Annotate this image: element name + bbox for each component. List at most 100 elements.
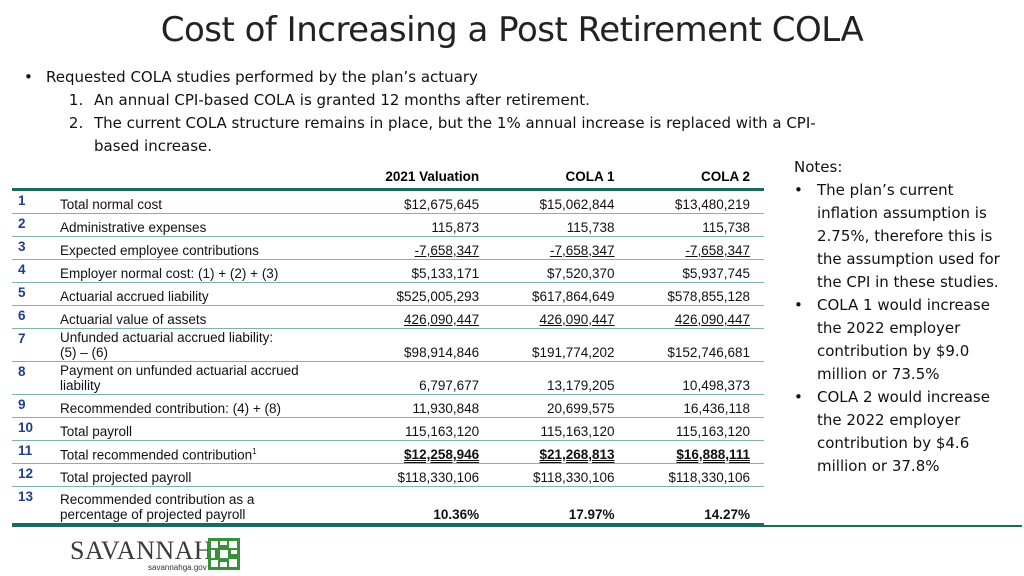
value-2021: 115,873 bbox=[342, 213, 494, 237]
notes-section: Notes: The plan’s current inflation assu… bbox=[794, 156, 1019, 478]
footnote-marker: 1 bbox=[252, 446, 257, 456]
row-number: 9 bbox=[12, 394, 48, 418]
row-label: Total recommended contribution1 bbox=[48, 440, 342, 464]
row-label: Actuarial value of assets bbox=[48, 305, 342, 329]
table-row: 6 Actuarial value of assets 426,090,447 … bbox=[12, 305, 764, 329]
table-row: 9 Recommended contribution: (4) + (8) 11… bbox=[12, 394, 764, 418]
value-cola-2: -7,658,347 bbox=[685, 243, 750, 258]
value-2021: 426,090,447 bbox=[404, 312, 480, 327]
row-label: Total payroll bbox=[48, 417, 342, 441]
header-num bbox=[12, 160, 48, 191]
value-cola-1: $21,268,813 bbox=[539, 447, 615, 462]
row-label: Employer normal cost: (1) + (2) + (3) bbox=[48, 259, 342, 283]
value-2021: 115,163,120 bbox=[342, 417, 494, 441]
row-label: Payment on unfunded actuarial accrued lia… bbox=[48, 361, 342, 395]
intro-list: An annual CPI-based COLA is granted 12 m… bbox=[24, 89, 844, 158]
row-label-line-2: liability bbox=[60, 378, 101, 393]
row-number: 12 bbox=[12, 463, 48, 487]
value-cola-1: 115,163,120 bbox=[493, 417, 629, 441]
intro-section: Requested COLA studies performed by the … bbox=[24, 66, 844, 158]
value-2021: $98,914,846 bbox=[342, 328, 494, 362]
value-2021: $118,330,106 bbox=[342, 463, 494, 487]
value-cola-2: $5,937,745 bbox=[628, 259, 764, 283]
intro-bullet: Requested COLA studies performed by the … bbox=[24, 66, 844, 89]
row-number: 6 bbox=[12, 305, 48, 329]
row-number: 7 bbox=[12, 328, 48, 362]
value-cola-2: 16,436,118 bbox=[628, 394, 764, 418]
row-number: 3 bbox=[12, 236, 48, 260]
note-item-2: COLA 1 would increase the 2022 employer … bbox=[794, 294, 1019, 386]
header-desc bbox=[48, 160, 342, 191]
table-row: 8 Payment on unfunded actuarial accrued l… bbox=[12, 361, 764, 395]
row-number: 13 bbox=[12, 486, 48, 525]
row-number: 1 bbox=[12, 189, 48, 214]
cost-table-container: 2021 Valuation COLA 1 COLA 2 1 Total nor… bbox=[12, 160, 764, 525]
row-number: 11 bbox=[12, 440, 48, 464]
row-number: 10 bbox=[12, 417, 48, 441]
row-label-line-2: percentage of projected payroll bbox=[60, 507, 246, 522]
footer-divider bbox=[12, 525, 1022, 527]
header-2021-valuation: 2021 Valuation bbox=[342, 160, 494, 191]
notes-heading: Notes: bbox=[794, 158, 843, 176]
value-2021: 6,797,677 bbox=[342, 361, 494, 395]
note-item-3: COLA 2 would increase the 2022 employer … bbox=[794, 386, 1019, 478]
value-cola-1: 20,699,575 bbox=[493, 394, 629, 418]
row-label: Expected employee contributions bbox=[48, 236, 342, 260]
value-cola-1: $118,330,106 bbox=[493, 463, 629, 487]
row-number: 8 bbox=[12, 361, 48, 395]
value-cola-1: $7,520,370 bbox=[493, 259, 629, 283]
logo-website: savannahga.gov bbox=[148, 563, 207, 572]
table-row: 12 Total projected payroll $118,330,106 … bbox=[12, 463, 764, 487]
value-cola-2: 14.27% bbox=[628, 486, 764, 525]
table-row: 11 Total recommended contribution1 $12,2… bbox=[12, 440, 764, 464]
row-label-line-1: Payment on unfunded actuarial accrued bbox=[60, 363, 299, 378]
table-row: 10 Total payroll 115,163,120 115,163,120… bbox=[12, 417, 764, 441]
value-2021: 10.36% bbox=[342, 486, 494, 525]
table-row: 1 Total normal cost $12,675,645 $15,062,… bbox=[12, 189, 764, 214]
logo-wordmark: SAVANNAH bbox=[70, 536, 214, 565]
savannah-logo: SAVANNAH savannahga.gov bbox=[70, 536, 250, 572]
value-cola-2: $118,330,106 bbox=[628, 463, 764, 487]
row-label: Recommended contribution: (4) + (8) bbox=[48, 394, 342, 418]
value-cola-1: $617,864,649 bbox=[493, 282, 629, 306]
cost-table: 2021 Valuation COLA 1 COLA 2 1 Total nor… bbox=[12, 160, 764, 525]
row-label-line-2: (5) – (6) bbox=[60, 345, 109, 360]
value-2021: 11,930,848 bbox=[342, 394, 494, 418]
table-row: 4 Employer normal cost: (1) + (2) + (3) … bbox=[12, 259, 764, 283]
table-row: 5 Actuarial accrued liability $525,005,2… bbox=[12, 282, 764, 306]
row-label: Recommended contribution as a percentage … bbox=[48, 486, 342, 525]
slide-title: Cost of Increasing a Post Retirement COL… bbox=[160, 10, 864, 50]
row-number: 2 bbox=[12, 213, 48, 237]
value-cola-2: $13,480,219 bbox=[628, 189, 764, 214]
row-label-line-1: Unfunded actuarial accrued liability: bbox=[60, 330, 274, 345]
value-cola-2: $152,746,681 bbox=[628, 328, 764, 362]
value-cola-1: $15,062,844 bbox=[493, 189, 629, 214]
table-row: 7 Unfunded actuarial accrued liability:(… bbox=[12, 328, 764, 362]
value-cola-2: 115,163,120 bbox=[628, 417, 764, 441]
value-2021: $12,258,946 bbox=[404, 447, 480, 462]
row-number: 4 bbox=[12, 259, 48, 283]
row-label-text: Total recommended contribution bbox=[60, 447, 253, 462]
row-label: Unfunded actuarial accrued liability: (5)… bbox=[48, 328, 342, 362]
value-cola-1: 115,738 bbox=[493, 213, 629, 237]
table-header-row: 2021 Valuation COLA 1 COLA 2 bbox=[12, 160, 764, 191]
value-2021: $5,133,171 bbox=[342, 259, 494, 283]
row-label: Total projected payroll bbox=[48, 463, 342, 487]
value-cola-2: $578,855,128 bbox=[628, 282, 764, 306]
value-cola-1: 426,090,447 bbox=[539, 312, 615, 327]
header-cola-2: COLA 2 bbox=[628, 160, 764, 191]
row-label: Total normal cost bbox=[48, 189, 342, 214]
value-cola-1: 13,179,205 bbox=[493, 361, 629, 395]
table-row: 2 Administrative expenses 115,873 115,73… bbox=[12, 213, 764, 237]
value-2021: $12,675,645 bbox=[342, 189, 494, 214]
value-cola-2: $16,888,111 bbox=[676, 447, 750, 462]
notes-list: The plan’s current inflation assumption … bbox=[794, 179, 1019, 478]
row-number: 5 bbox=[12, 282, 48, 306]
value-cola-1: $191,774,202 bbox=[493, 328, 629, 362]
row-label-line-1: Recommended contribution as a bbox=[60, 492, 255, 507]
value-cola-2: 426,090,447 bbox=[674, 312, 750, 327]
row-label: Administrative expenses bbox=[48, 213, 342, 237]
value-cola-2: 115,738 bbox=[628, 213, 764, 237]
intro-item-2: The current COLA structure remains in pl… bbox=[88, 112, 844, 158]
value-2021: -7,658,347 bbox=[414, 243, 480, 258]
